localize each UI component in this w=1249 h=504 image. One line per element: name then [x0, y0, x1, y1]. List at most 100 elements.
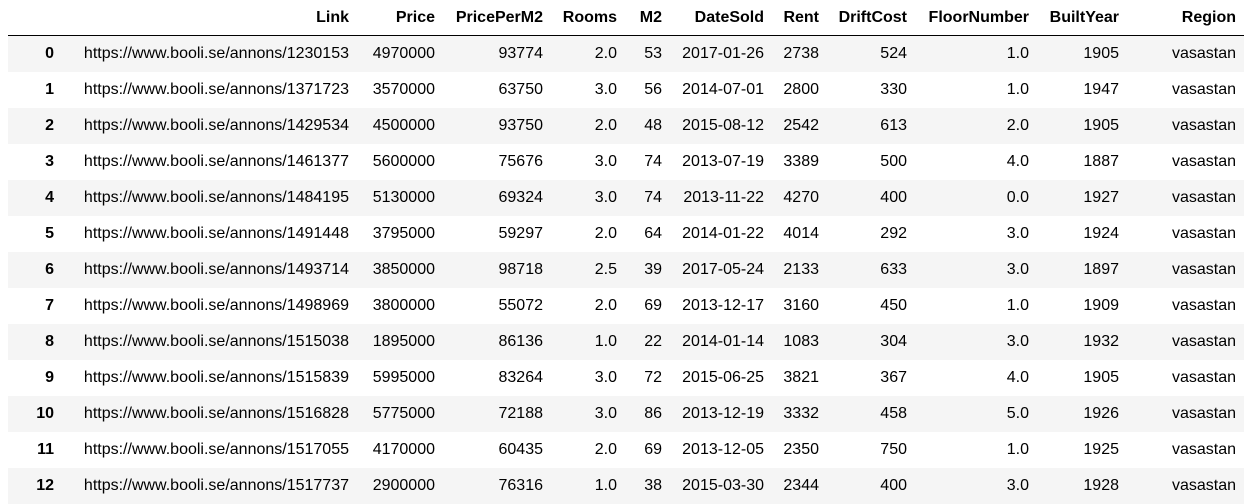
cell-price: 3795000	[372, 224, 435, 242]
cell-region: vasastan	[1171, 44, 1236, 62]
cell-drift-cost: 367	[880, 368, 907, 386]
cell-price-per-m2: 75676	[498, 152, 544, 170]
cell-rooms: 1.0	[594, 332, 617, 350]
cell-m2: 56	[644, 80, 662, 98]
cell-rent: 2350	[783, 440, 819, 458]
cell-floor-number: 1.0	[1006, 80, 1029, 98]
cell-price-per-m2: 83264	[498, 368, 544, 386]
column-header-date-sold: DateSold	[670, 0, 772, 36]
cell-date-sold: 2013-12-17	[682, 296, 764, 314]
cell-drift-cost: 292	[880, 224, 907, 242]
column-header-rent: Rent	[772, 0, 827, 36]
cell-drift-cost: 633	[880, 260, 907, 278]
cell-built-year: 1925	[1083, 440, 1119, 458]
table-row: 5 https://www.booli.se/annons/1491448 3795…	[8, 215, 1244, 252]
cell-link: https://www.booli.se/annons/1493714	[83, 260, 349, 278]
cell-built-year: 1927	[1083, 188, 1119, 206]
cell-price-per-m2: 76316	[498, 476, 544, 494]
cell-region: vasastan	[1171, 332, 1236, 350]
cell-m2: 22	[644, 332, 662, 350]
cell-date-sold: 2017-01-26	[682, 44, 764, 62]
cell-drift-cost: 304	[880, 332, 907, 350]
cell-m2: 64	[644, 224, 662, 242]
table-row: 9 https://www.booli.se/annons/1515839 5995…	[8, 359, 1244, 396]
dataframe-output: Link Price PricePerM2 Rooms M2 DateSold …	[8, 0, 1244, 504]
cell-m2: 69	[644, 296, 662, 314]
cell-price: 5600000	[372, 152, 435, 170]
cell-drift-cost: 524	[880, 44, 907, 62]
cell-rooms: 2.0	[594, 44, 617, 62]
row-index: 11	[37, 440, 54, 458]
cell-rooms: 2.0	[594, 440, 617, 458]
cell-region: vasastan	[1171, 260, 1236, 278]
cell-price: 5995000	[372, 368, 435, 386]
cell-date-sold: 2015-08-12	[682, 116, 764, 134]
cell-region: vasastan	[1171, 296, 1236, 314]
row-index: 3	[45, 152, 54, 170]
cell-built-year: 1905	[1083, 116, 1119, 134]
cell-floor-number: 0.0	[1006, 188, 1029, 206]
cell-date-sold: 2014-07-01	[682, 80, 764, 98]
table-body: 0 https://www.booli.se/annons/1230153 4970…	[8, 35, 1244, 504]
cell-rooms: 1.0	[594, 476, 617, 494]
column-header-m2: M2	[625, 0, 670, 36]
cell-price-per-m2: 59297	[498, 224, 544, 242]
cell-rent: 3160	[783, 296, 819, 314]
cell-floor-number: 3.0	[1006, 260, 1029, 278]
cell-price: 5775000	[372, 404, 435, 422]
cell-price: 3850000	[372, 260, 435, 278]
cell-region: vasastan	[1171, 476, 1236, 494]
cell-date-sold: 2014-01-14	[682, 332, 764, 350]
header-row: Link Price PricePerM2 Rooms M2 DateSold …	[8, 0, 1244, 36]
cell-region: vasastan	[1171, 80, 1236, 98]
cell-floor-number: 4.0	[1006, 152, 1029, 170]
cell-built-year: 1905	[1083, 368, 1119, 386]
column-header-built-year: BuiltYear	[1037, 0, 1127, 36]
table-row: 8 https://www.booli.se/annons/1515038 1895…	[8, 323, 1244, 360]
cell-rent: 3332	[783, 404, 819, 422]
cell-date-sold: 2015-03-30	[682, 476, 764, 494]
cell-price-per-m2: 93774	[498, 44, 544, 62]
cell-rooms: 2.0	[594, 224, 617, 242]
cell-price-per-m2: 55072	[498, 296, 544, 314]
cell-link: https://www.booli.se/annons/1429534	[83, 116, 349, 134]
cell-built-year: 1924	[1083, 224, 1119, 242]
cell-rooms: 3.0	[594, 152, 617, 170]
cell-floor-number: 3.0	[1006, 332, 1029, 350]
cell-rent: 4270	[783, 188, 819, 206]
cell-link: https://www.booli.se/annons/1484195	[83, 188, 349, 206]
table-row: 4 https://www.booli.se/annons/1484195 5130…	[8, 179, 1244, 216]
cell-rooms: 3.0	[594, 368, 617, 386]
row-index: 4	[45, 188, 54, 206]
cell-date-sold: 2013-12-19	[682, 404, 764, 422]
cell-m2: 38	[644, 476, 662, 494]
cell-drift-cost: 400	[880, 188, 907, 206]
table-row: 7 https://www.booli.se/annons/1498969 3800…	[8, 287, 1244, 324]
cell-region: vasastan	[1171, 116, 1236, 134]
cell-floor-number: 1.0	[1006, 44, 1029, 62]
cell-rooms: 3.0	[594, 188, 617, 206]
column-header-floor-number: FloorNumber	[915, 0, 1037, 36]
cell-price: 2900000	[372, 476, 435, 494]
cell-price: 1895000	[372, 332, 435, 350]
cell-date-sold: 2013-12-05	[682, 440, 764, 458]
cell-price-per-m2: 72188	[498, 404, 544, 422]
cell-rent: 2344	[783, 476, 819, 494]
row-index: 12	[36, 476, 54, 494]
row-index: 5	[45, 224, 54, 242]
cell-date-sold: 2017-05-24	[682, 260, 764, 278]
column-header-link: Link	[62, 0, 357, 36]
cell-link: https://www.booli.se/annons/1498969	[83, 296, 349, 314]
cell-m2: 48	[644, 116, 662, 134]
table-row: 1 https://www.booli.se/annons/1371723 3570…	[8, 71, 1244, 108]
cell-built-year: 1932	[1083, 332, 1119, 350]
cell-rent: 2800	[783, 80, 819, 98]
cell-date-sold: 2015-06-25	[682, 368, 764, 386]
cell-rooms: 2.0	[594, 116, 617, 134]
cell-m2: 69	[644, 440, 662, 458]
row-index: 9	[45, 368, 54, 386]
row-index: 10	[36, 404, 54, 422]
cell-region: vasastan	[1171, 404, 1236, 422]
cell-drift-cost: 750	[880, 440, 907, 458]
row-index: 8	[45, 332, 54, 350]
